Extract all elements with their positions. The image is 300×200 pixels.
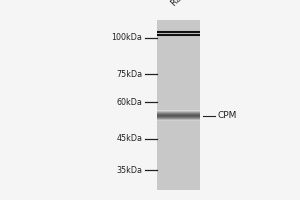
Text: 60kDa: 60kDa xyxy=(117,98,142,107)
Bar xyxy=(158,20,200,190)
Text: 35kDa: 35kDa xyxy=(116,166,142,175)
Text: CPM: CPM xyxy=(218,111,237,120)
Text: 100kDa: 100kDa xyxy=(112,33,142,42)
Text: 75kDa: 75kDa xyxy=(116,70,142,79)
Text: 45kDa: 45kDa xyxy=(116,134,142,143)
Text: Rat lung: Rat lung xyxy=(169,0,200,8)
